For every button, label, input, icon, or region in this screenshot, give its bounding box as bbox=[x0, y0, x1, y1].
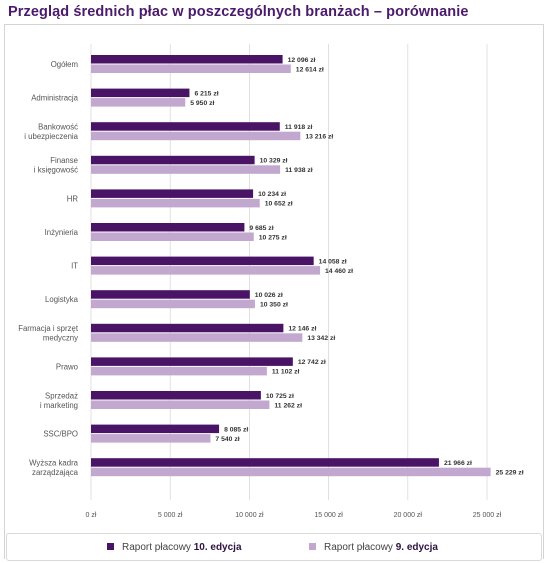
category-label: i księgowość bbox=[34, 166, 78, 175]
bar-edition10 bbox=[91, 256, 314, 266]
bar-edition9 bbox=[91, 434, 211, 443]
category-label: Ogółem bbox=[51, 60, 78, 69]
category-label: Logistyka bbox=[45, 295, 79, 304]
bar-edition10 bbox=[91, 155, 255, 165]
x-tick-label: 25 000 zł bbox=[473, 512, 502, 519]
bar-edition10 bbox=[91, 290, 250, 299]
category-label: medyczny bbox=[43, 334, 78, 343]
legend-item-edition10: Raport płacowy 10. edycja bbox=[107, 542, 242, 553]
bar-edition10 bbox=[91, 88, 190, 98]
data-label-edition10: 10 725 zł bbox=[266, 393, 294, 400]
bar-edition9 bbox=[91, 165, 281, 174]
category-label: Farmacja i sprzęt bbox=[18, 324, 79, 333]
bar-edition10 bbox=[91, 122, 280, 131]
bar-edition9 bbox=[91, 131, 301, 141]
bar-edition9 bbox=[91, 198, 260, 208]
category-label: Finanse bbox=[50, 156, 78, 165]
data-label-edition9: 7 540 zł bbox=[215, 436, 239, 443]
bar-edition10 bbox=[91, 55, 283, 64]
category-label: i marketing bbox=[40, 401, 78, 410]
bar-edition10 bbox=[91, 458, 439, 467]
legend-swatch-edition10 bbox=[107, 543, 114, 550]
data-label-edition10: 6 215 zł bbox=[194, 90, 218, 97]
legend-bold-edition9: 9. edycja bbox=[395, 542, 438, 553]
data-label-edition9: 12 614 zł bbox=[296, 66, 324, 73]
data-label-edition10: 14 058 zł bbox=[319, 258, 347, 265]
bar-edition10 bbox=[91, 424, 220, 434]
category-label: IT bbox=[71, 262, 78, 271]
data-label-edition9: 5 950 zł bbox=[190, 100, 214, 107]
category-label: Prawo bbox=[56, 362, 79, 371]
data-label-edition10: 12 146 zł bbox=[288, 326, 316, 333]
x-tick-label: 5 000 zł bbox=[158, 512, 183, 519]
data-label-edition10: 9 685 zł bbox=[249, 225, 273, 232]
bar-edition9 bbox=[91, 232, 254, 241]
bar-edition9 bbox=[91, 467, 491, 477]
bar-edition10 bbox=[91, 189, 254, 198]
bar-edition10 bbox=[91, 223, 245, 232]
data-label-edition9: 25 229 zł bbox=[496, 469, 524, 476]
category-label: i ubezpieczenia bbox=[24, 132, 78, 141]
chart-frame bbox=[4, 24, 544, 559]
bar-edition10 bbox=[91, 357, 293, 366]
data-label-edition10: 10 234 zł bbox=[258, 191, 286, 198]
chart-title: Przegląd średnich płac w poszczególnych … bbox=[8, 4, 469, 20]
data-label-edition9: 11 262 zł bbox=[274, 402, 302, 409]
legend-bold-edition10: 10. edycja bbox=[193, 542, 242, 553]
x-tick-label: 20 000 zł bbox=[394, 512, 423, 519]
bar-edition9 bbox=[91, 366, 267, 376]
data-label-edition10: 12 742 zł bbox=[298, 359, 326, 366]
category-label: SSC/BPO bbox=[43, 430, 78, 439]
bar-edition9 bbox=[91, 333, 303, 342]
data-label-edition10: 11 918 zł bbox=[285, 124, 313, 131]
data-label-edition9: 14 460 zł bbox=[325, 268, 353, 275]
category-label: HR bbox=[67, 194, 79, 203]
category-label: Inżynieria bbox=[45, 228, 79, 237]
bar-edition10 bbox=[91, 323, 284, 333]
data-label-edition9: 13 342 zł bbox=[307, 335, 335, 342]
data-label-edition9: 11 938 zł bbox=[285, 167, 313, 174]
chart-legend: Raport płacowy 10. edycja Raport płacowy… bbox=[6, 533, 542, 561]
bar-edition9 bbox=[91, 64, 291, 73]
legend-prefix-edition9: Raport płacowy bbox=[324, 542, 393, 553]
data-label-edition9: 10 652 zł bbox=[265, 201, 293, 208]
category-label: Wyższa kadra bbox=[29, 458, 79, 467]
bar-edition9 bbox=[91, 266, 321, 275]
data-label-edition9: 10 350 zł bbox=[260, 301, 288, 308]
data-label-edition9: 13 216 zł bbox=[305, 133, 333, 140]
category-label: zarządzająca bbox=[32, 468, 79, 477]
data-label-edition10: 10 329 zł bbox=[260, 158, 288, 165]
x-tick-label: 15 000 zł bbox=[314, 512, 343, 519]
x-tick-label: 0 zł bbox=[86, 512, 97, 519]
data-label-edition9: 11 102 zł bbox=[272, 369, 300, 376]
legend-prefix-edition10: Raport płacowy bbox=[122, 542, 191, 553]
x-tick-label: 10 000 zł bbox=[235, 512, 264, 519]
category-label: Administracja bbox=[31, 94, 78, 103]
data-label-edition10: 21 966 zł bbox=[444, 460, 472, 467]
data-label-edition10: 8 085 zł bbox=[224, 426, 248, 433]
category-label: Sprzedaż bbox=[45, 391, 78, 400]
bar-edition10 bbox=[91, 391, 261, 400]
legend-item-edition9: Raport płacowy 9. edycja bbox=[309, 542, 438, 553]
data-label-edition10: 10 026 zł bbox=[255, 292, 283, 299]
bar-edition9 bbox=[91, 299, 255, 309]
legend-swatch-edition9 bbox=[309, 543, 316, 550]
data-label-edition10: 12 096 zł bbox=[288, 57, 316, 64]
bar-edition9 bbox=[91, 98, 186, 107]
category-label: Bankowość bbox=[38, 122, 78, 131]
data-label-edition9: 10 275 zł bbox=[259, 234, 287, 241]
bar-edition9 bbox=[91, 400, 270, 409]
